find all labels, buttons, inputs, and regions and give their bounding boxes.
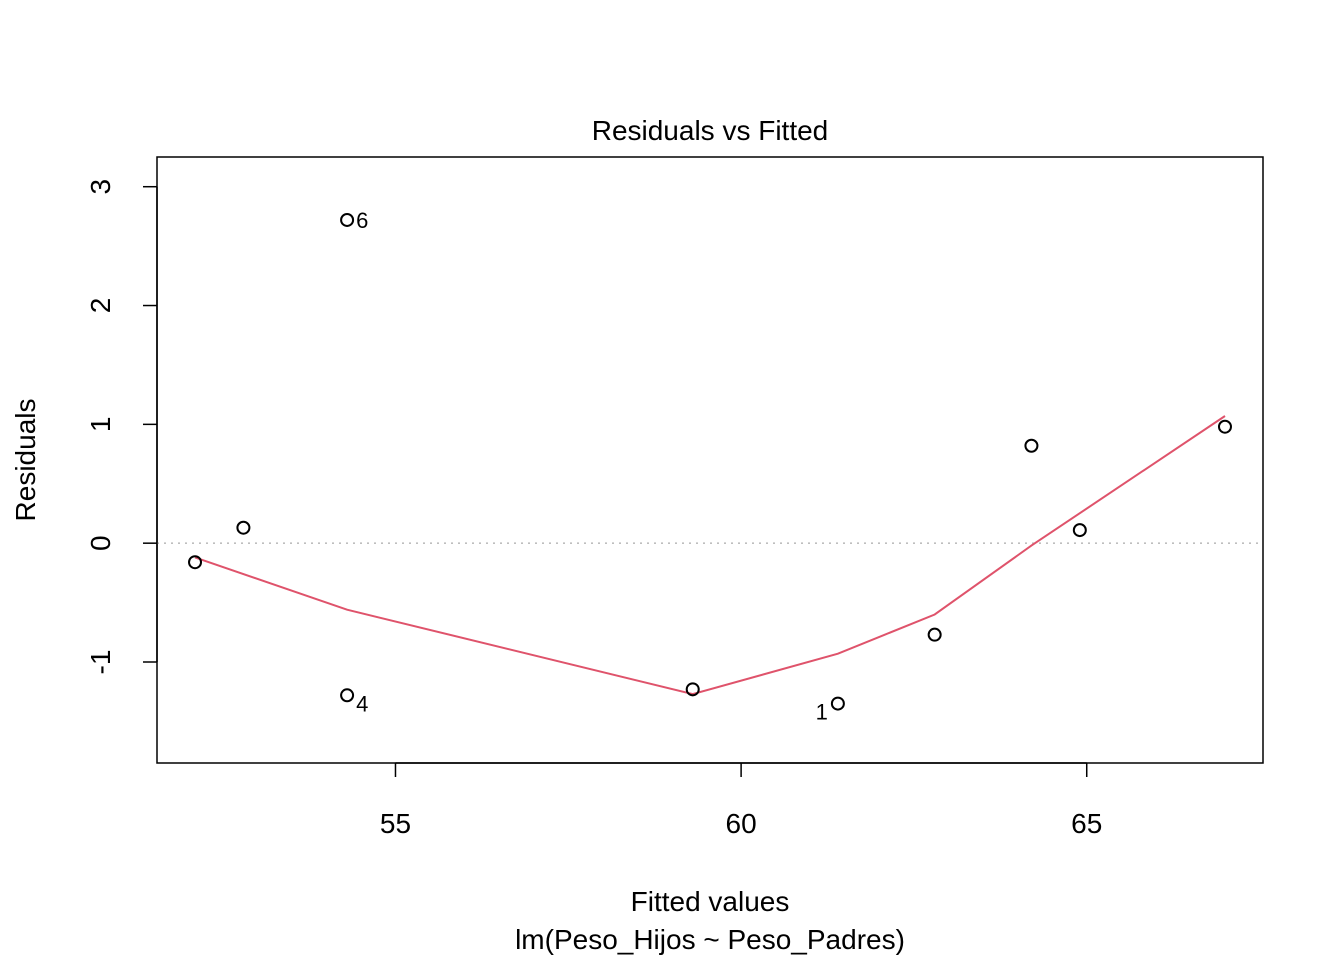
x-tick-label: 65 — [1071, 808, 1102, 839]
data-point — [830, 696, 845, 711]
y-tick-label: 3 — [85, 179, 116, 195]
data-point — [188, 555, 203, 570]
x-axis-label: Fitted values — [631, 886, 790, 917]
chart-title: Residuals vs Fitted — [592, 115, 829, 146]
data-point — [340, 688, 355, 703]
chart-subtitle: lm(Peso_Hijos ~ Peso_Padres) — [515, 924, 905, 955]
y-tick-label: 1 — [85, 417, 116, 433]
data-point — [236, 520, 251, 535]
data-point — [1217, 419, 1232, 434]
data-point — [1024, 438, 1039, 453]
point-label: 4 — [356, 691, 368, 716]
plot-frame — [156, 156, 1264, 764]
smooth-line-layer — [194, 415, 1226, 696]
x-axis: 55 60 65 — [380, 762, 1102, 839]
data-point — [340, 212, 355, 227]
x-tick-label: 55 — [380, 808, 411, 839]
y-axis: -1 0 1 2 3 — [85, 179, 158, 675]
y-tick-label: -1 — [85, 650, 116, 675]
y-axis-label: Residuals — [10, 399, 41, 522]
data-point — [1072, 523, 1087, 538]
data-point — [685, 682, 700, 697]
point-label: 6 — [356, 208, 368, 233]
point-label: 1 — [816, 700, 828, 725]
x-tick-label: 60 — [726, 808, 757, 839]
y-tick-label: 0 — [85, 535, 116, 551]
y-tick-label: 2 — [85, 298, 116, 314]
points-layer: 6 4 1 — [188, 208, 1232, 725]
smooth-line — [194, 415, 1226, 696]
data-point — [927, 627, 942, 642]
